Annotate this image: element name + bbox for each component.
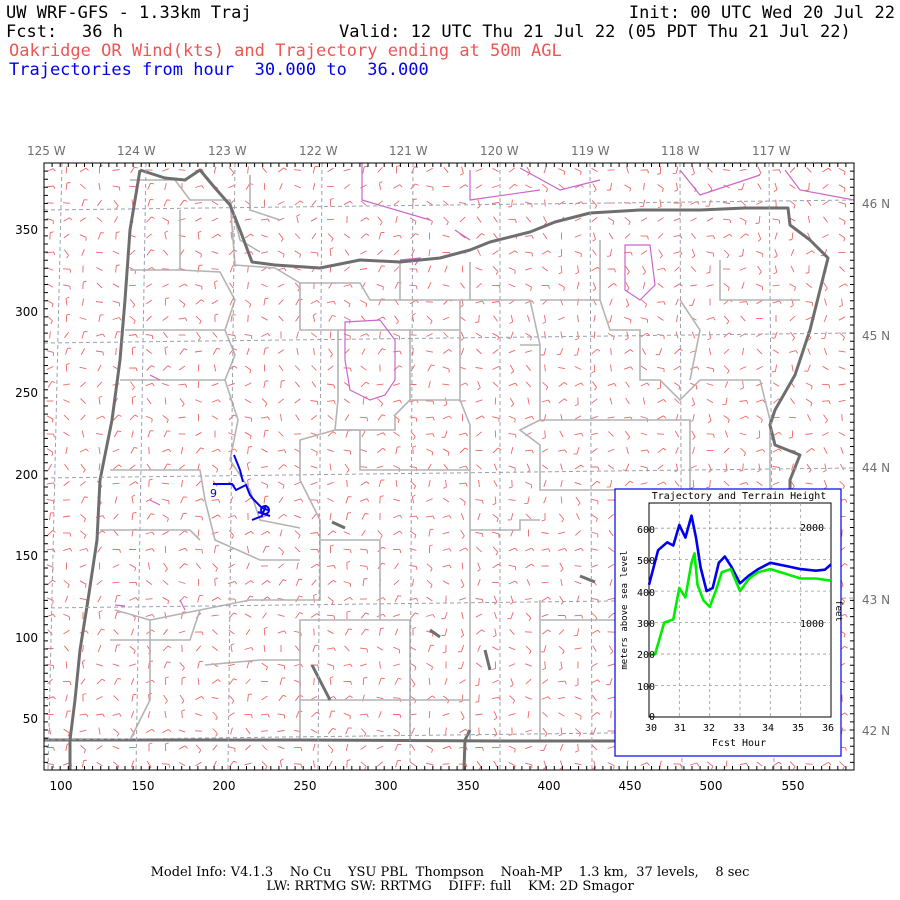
inset-x-ticks: 30 31 32 33 34 35 36 bbox=[645, 723, 834, 734]
y-axis-labels: 350 300 250 200 150 100 50 bbox=[15, 223, 38, 726]
inset-series bbox=[647, 514, 832, 657]
x-tick-label: 400 bbox=[538, 779, 561, 793]
inset-y2-tick: 2000 bbox=[800, 523, 824, 534]
x-tick-label: 300 bbox=[375, 779, 398, 793]
inset-y2-tick: 1000 bbox=[800, 619, 824, 630]
lon-label: 119 W bbox=[571, 144, 610, 158]
trajectory-range: Trajectories from hour 30.000 to 36.000 bbox=[9, 61, 429, 79]
inset-left-ticks: 0 100 200 300 400 500 600 bbox=[637, 525, 655, 723]
inset-x-tick: 34 bbox=[762, 723, 774, 734]
inset-x-tick: 35 bbox=[792, 723, 804, 734]
latitude-labels: 46 N 45 N 44 N 43 N 42 N bbox=[862, 197, 890, 738]
forecast-hour: 36 h bbox=[82, 22, 123, 42]
x-tick-label: 200 bbox=[213, 779, 236, 793]
inset-y2-label: feet bbox=[833, 600, 843, 622]
inset-x-tick: 36 bbox=[822, 723, 834, 734]
inset-x-tick: 33 bbox=[733, 723, 745, 734]
x-tick-label: 150 bbox=[132, 779, 155, 793]
inset-right-ticks: 1000 2000 bbox=[800, 523, 824, 630]
model-title: UW WRF-GFS - 1.33km Traj bbox=[6, 3, 252, 23]
lon-label: 121 W bbox=[389, 144, 428, 158]
lon-label: 123 W bbox=[208, 144, 247, 158]
lon-label: 117 W bbox=[752, 144, 791, 158]
lon-label: 122 W bbox=[299, 144, 338, 158]
lat-label: 46 N bbox=[862, 197, 890, 211]
trajectory-start-label: 9 bbox=[210, 487, 217, 500]
inset-title: Trajectory and Terrain Height bbox=[652, 491, 827, 502]
longitude-labels: 125 W 124 W 123 W 122 W 121 W 120 W 119 … bbox=[27, 144, 791, 158]
valid-time: Valid: 12 UTC Thu 21 Jul 22 (05 PDT Thu … bbox=[339, 22, 851, 42]
lon-label: 118 W bbox=[661, 144, 700, 158]
inset-y-label: meters above sea level bbox=[620, 550, 630, 669]
forecast-label: Fcst: bbox=[6, 22, 58, 42]
urban-areas bbox=[114, 163, 854, 611]
lon-label: 125 W bbox=[27, 144, 66, 158]
inset-x-tick: 30 bbox=[645, 723, 657, 734]
frame-ticks bbox=[43, 162, 854, 770]
x-tick-label: 100 bbox=[50, 779, 73, 793]
lat-label: 42 N bbox=[862, 724, 890, 738]
tick-marks bbox=[43, 162, 854, 770]
traj-prefix: Trajectories from hour bbox=[9, 60, 235, 80]
x-tick-label: 250 bbox=[294, 779, 317, 793]
lon-label: 124 W bbox=[117, 144, 156, 158]
inset-y-tick: 600 bbox=[637, 525, 655, 536]
model-info-line1: Model Info: V4.1.3 No Cu YSU PBL Thompso… bbox=[150, 865, 750, 880]
x-tick-label: 450 bbox=[619, 779, 642, 793]
inset-y-tick: 100 bbox=[637, 682, 655, 693]
inset-y-tick: 200 bbox=[637, 650, 655, 661]
lon-label: 120 W bbox=[480, 144, 519, 158]
inset-y-tick: 300 bbox=[637, 619, 655, 630]
trajectory-path bbox=[213, 454, 271, 521]
trajectory-height-line bbox=[647, 514, 832, 593]
terrain-height-line bbox=[648, 552, 832, 657]
lat-label: 43 N bbox=[862, 593, 890, 607]
y-tick-label: 250 bbox=[15, 386, 38, 400]
x-tick-label: 550 bbox=[782, 779, 805, 793]
traj-to-word: to bbox=[326, 60, 347, 80]
x-tick-label: 500 bbox=[700, 779, 723, 793]
init-time: Init: 00 UTC Wed 20 Jul 22 bbox=[628, 3, 895, 23]
y-tick-label: 350 bbox=[15, 223, 38, 237]
lat-label: 45 N bbox=[862, 329, 890, 343]
y-tick-label: 200 bbox=[15, 468, 38, 482]
inset-y-tick: 0 bbox=[649, 712, 655, 723]
model-info-line2: LW: RRTMG SW: RRTMG DIFF: full KM: 2D Sm… bbox=[266, 879, 634, 894]
lat-label: 44 N bbox=[862, 461, 890, 475]
y-tick-label: 100 bbox=[15, 631, 38, 645]
plot-subtitle: Oakridge OR Wind(kts) and Trajectory end… bbox=[9, 41, 562, 61]
x-axis-labels: 100 150 200 250 300 350 400 450 500 550 bbox=[50, 779, 805, 793]
inset-y-tick: 500 bbox=[637, 556, 655, 567]
inset-x-tick: 31 bbox=[674, 723, 686, 734]
inset-x-label: Fcst Hour bbox=[712, 738, 766, 749]
x-tick-label: 350 bbox=[457, 779, 480, 793]
traj-from: 30.000 bbox=[254, 60, 317, 80]
y-tick-label: 50 bbox=[23, 712, 38, 726]
inset-x-tick: 32 bbox=[703, 723, 715, 734]
trajectory-inset: Trajectory and Terrain Height 0 100 200 … bbox=[614, 488, 843, 757]
y-tick-label: 150 bbox=[15, 549, 38, 563]
inset-y-tick: 400 bbox=[637, 588, 655, 599]
traj-to: 36.000 bbox=[367, 60, 429, 80]
y-tick-label: 300 bbox=[15, 305, 38, 319]
state-borders bbox=[44, 168, 830, 770]
